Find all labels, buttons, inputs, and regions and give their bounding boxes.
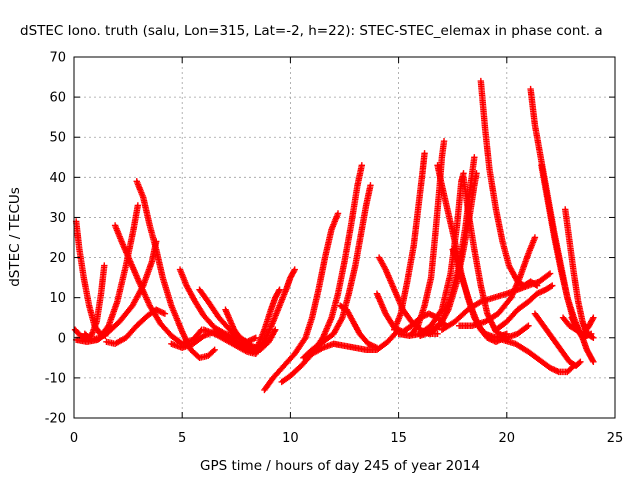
series-arc35 — [499, 336, 578, 376]
data-point-marker — [576, 359, 583, 367]
y-tick-label: 70 — [49, 51, 66, 66]
data-point-marker — [101, 262, 108, 269]
series-arc33 — [538, 162, 591, 339]
series-arc06 — [103, 306, 169, 347]
data-point-marker — [471, 154, 478, 161]
x-tick-label: 10 — [282, 431, 299, 446]
x-tick-label: 25 — [607, 431, 624, 446]
x-tick-label: 15 — [390, 431, 407, 446]
data-point-marker — [546, 270, 554, 277]
series-arc14 — [278, 162, 366, 386]
data-point-marker — [547, 283, 555, 290]
data-point-marker — [373, 344, 381, 352]
series-arc36 — [562, 206, 597, 341]
x-tick-label: 5 — [178, 431, 186, 446]
series-arc34 — [531, 310, 584, 370]
data-point-marker — [588, 333, 596, 341]
series-arc17 — [336, 302, 381, 352]
data-point-marker — [134, 202, 142, 209]
data-point-marker — [367, 182, 374, 189]
series-arc31 — [492, 282, 556, 333]
series-arc38 — [568, 314, 597, 366]
series-arc12 — [222, 286, 283, 354]
x-axis-label: GPS time / hours of day 245 of year 2014 — [200, 458, 480, 474]
y-axis-label: dSTEC / TECUs — [7, 187, 23, 287]
series-arc15 — [300, 182, 374, 362]
data-point-marker — [570, 362, 578, 370]
data-point-marker — [358, 162, 366, 169]
data-point-marker — [275, 287, 283, 295]
data-point-marker — [473, 170, 480, 177]
y-tick-label: 60 — [49, 91, 66, 106]
data-point-marker — [210, 347, 217, 355]
data-point-marker — [334, 210, 342, 217]
chart-title: dSTEC Iono. truth (salu, Lon=315, Lat=-2… — [20, 23, 603, 39]
data-point-marker — [291, 266, 298, 273]
plot-frame — [73, 56, 616, 419]
data-point-marker — [211, 346, 218, 354]
series-arc04 — [81, 202, 142, 343]
data-point-marker — [161, 310, 169, 317]
series-arc07 — [133, 178, 218, 362]
data-point-marker — [589, 357, 596, 364]
data-point-marker — [272, 326, 279, 333]
data-point-marker — [590, 358, 597, 366]
tick-labels: 0 5 10 15 20 25 -20 -10 0 10 20 30 40 50 60 70 — [45, 51, 624, 447]
x-tick-label: 20 — [499, 431, 516, 446]
x-tick-label: 0 — [70, 431, 78, 446]
y-tick-label: 50 — [49, 131, 66, 146]
series-arc05 — [111, 222, 205, 347]
series-arc30 — [455, 234, 539, 329]
data-point-marker — [276, 286, 283, 293]
data-point-marker — [545, 271, 552, 278]
data-point-marker — [589, 315, 596, 323]
y-tick-label: -20 — [45, 412, 66, 427]
data-point-marker — [252, 334, 259, 341]
series-arc32 — [527, 85, 595, 341]
series-arc22 — [395, 170, 467, 339]
series-arc29 — [438, 270, 554, 333]
y-tick-label: 20 — [49, 251, 66, 266]
data-point-marker — [531, 234, 539, 241]
series-arc21 — [408, 138, 448, 337]
axis-ticks — [73, 56, 616, 419]
y-tick-label: 40 — [49, 171, 66, 186]
data-point-marker — [590, 314, 597, 321]
data-point-marker — [549, 282, 556, 289]
series-arc13 — [261, 210, 342, 394]
data-point-marker — [525, 322, 532, 329]
data-point-marker — [421, 150, 428, 157]
y-tick-label: 0 — [58, 331, 66, 346]
data-point-marker — [434, 330, 441, 337]
y-tick-label: -10 — [45, 371, 66, 386]
data-point-marker — [590, 334, 597, 341]
y-tick-label: 30 — [49, 211, 66, 226]
data-point-marker — [577, 358, 584, 366]
series-arc20 — [391, 150, 428, 333]
grid — [74, 57, 615, 418]
data-point-marker — [578, 333, 586, 340]
data-marks — [71, 77, 597, 394]
data-point-marker — [569, 363, 576, 371]
data-point-marker — [523, 323, 531, 330]
data-point-marker — [290, 267, 298, 275]
y-tick-label: 10 — [49, 291, 66, 306]
data-point-marker — [440, 138, 448, 145]
